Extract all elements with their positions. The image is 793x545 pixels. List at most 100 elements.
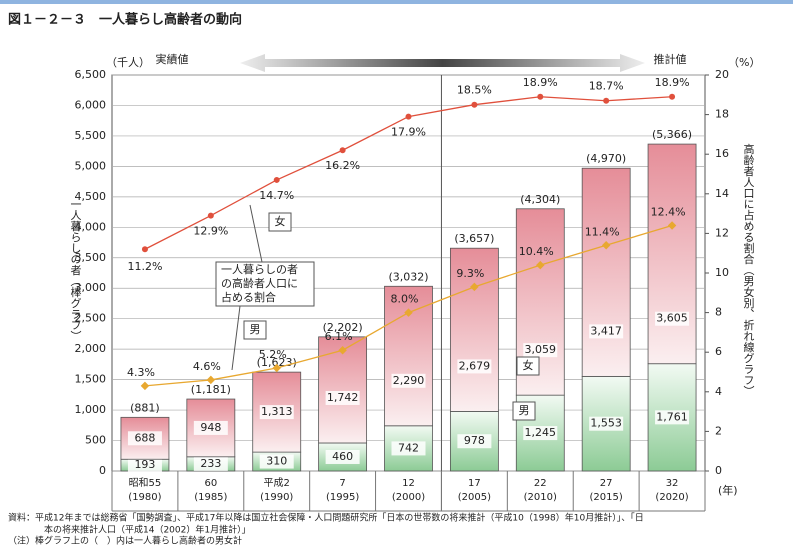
value-label-bg (127, 458, 162, 473)
value-label-bg (391, 441, 426, 456)
callout-text: 占める割合 (221, 290, 276, 304)
bar-value-label: 1,553 (590, 417, 622, 430)
bar-value-label: 3,059 (525, 343, 557, 356)
callout-text: 一人暮らしの者 (221, 262, 298, 276)
bar-value-label: 193 (134, 458, 155, 471)
line-legend: 女 (275, 214, 286, 228)
value-label-bg (589, 324, 624, 339)
line-point (404, 308, 413, 317)
total-label: (4,304) (520, 193, 560, 206)
value-label-bg (523, 426, 558, 441)
total-label: (3,032) (388, 270, 428, 283)
y2-tick-label: 0 (715, 464, 722, 477)
estimate-label: 推計値 (654, 52, 687, 66)
x-tick-label: 7 (339, 478, 345, 489)
callout-text: の高齢者人口に (221, 276, 298, 290)
bar-value-label: 460 (332, 450, 353, 463)
line-value-label: 16.2% (325, 159, 360, 172)
bar-legend-box (516, 356, 540, 376)
line-point (669, 93, 676, 100)
y-tick-label: 1,000 (75, 403, 107, 416)
line-point (603, 97, 610, 104)
x-tick-label: 12 (402, 478, 415, 489)
line-value-label: 4.6% (193, 360, 221, 373)
value-label-bg (259, 405, 294, 420)
bar-value-label: 3,605 (656, 312, 688, 325)
bar-legend: 男 (519, 404, 530, 417)
y2-tick-label: 4 (715, 385, 722, 398)
value-label-bg (193, 456, 228, 471)
x-tick-sublabel: (1980) (128, 492, 161, 503)
line-value-label: 11.2% (127, 260, 162, 273)
total-label: (3,657) (454, 232, 494, 245)
x-tick-label: 22 (534, 478, 547, 489)
y-tick-label: 0 (99, 464, 106, 477)
line-value-label: 10.4% (519, 245, 554, 258)
line-value-label: 18.9% (655, 76, 690, 89)
y2-tick-label: 2 (715, 424, 722, 437)
x-tick-label: 27 (600, 478, 613, 489)
total-label: (2,202) (323, 321, 363, 334)
note-text: （注）棒グラフ上の（ ）内は一人暮らし高齢者の男女計 (8, 535, 242, 545)
actual-label: 実績値 (156, 52, 189, 66)
period-arrow (240, 54, 645, 72)
line-point (206, 375, 216, 385)
line-point (338, 345, 347, 355)
total-label: (1,181) (191, 383, 231, 396)
value-label-bg (193, 420, 228, 435)
bar-value-label: 1,742 (327, 391, 359, 404)
x-tick-sublabel: (1985) (194, 492, 227, 503)
value-label-bg (325, 390, 360, 405)
bar-value-label: 233 (200, 457, 221, 470)
bar-value-label: 310 (266, 455, 287, 468)
bar-segment (647, 143, 697, 365)
line-value-label: 8.0% (391, 293, 419, 306)
x-tick-label: 32 (666, 478, 679, 489)
value-label-bg (457, 359, 492, 374)
callout-box (215, 261, 315, 307)
value-label-bg (127, 431, 162, 446)
y-unit: （千人） (106, 56, 150, 69)
callout-arrow (249, 204, 263, 263)
y-tick-label: 3,000 (75, 281, 107, 294)
y2-tick-label: 18 (715, 108, 729, 121)
line-point (272, 363, 281, 373)
line-value-label: 14.7% (259, 189, 294, 202)
x-tick-sublabel: (2005) (458, 492, 491, 503)
line-point (339, 147, 346, 154)
line-point (140, 381, 150, 391)
y-axis-label: 一人暮らしの者（棒グラフ） (69, 199, 82, 342)
line-value-label: 11.4% (585, 225, 620, 238)
total-label: (881) (130, 401, 160, 414)
value-label-bg (391, 373, 426, 388)
y-tick-label: 500 (85, 434, 106, 447)
value-label-bg (457, 434, 492, 449)
y2-tick-label: 16 (715, 147, 729, 160)
bar-segment (384, 285, 433, 427)
source-text: 本の将来推計人口（平成14（2002）年1月推計）」 (44, 524, 251, 536)
source-text: 資料：平成12年までは総務省「国勢調査」、平成17年以降は国立社会保障・人口問題… (8, 512, 644, 524)
line-point (273, 176, 280, 183)
line-legend-box (243, 320, 267, 340)
y-tick-label: 6,500 (75, 68, 107, 81)
bar-value-label: 688 (134, 431, 155, 444)
x-tick-label: 平成2 (264, 477, 290, 489)
x-tick-sublabel: (1995) (326, 492, 359, 503)
y-tick-label: 4,500 (75, 190, 107, 203)
line-point (537, 93, 544, 100)
y2-unit: （%） (728, 56, 760, 69)
y-tick-label: 1,500 (75, 373, 107, 386)
callout-arrow (231, 305, 241, 371)
x-tick-label: 17 (468, 478, 481, 489)
x-tick-label: 60 (204, 478, 217, 489)
x-tick-sublabel: (2020) (655, 492, 688, 503)
x-tick-sublabel: (2000) (392, 492, 425, 503)
bar-legend: 女 (523, 358, 534, 372)
line-legend: 男 (250, 323, 261, 336)
bar-segment (449, 247, 499, 412)
x-tick-sublabel: (2015) (590, 492, 623, 503)
line-value-label: 18.5% (457, 84, 492, 97)
y2-tick-label: 10 (715, 266, 729, 279)
y2-axis-label: 高齢者人口に占める割合（男女別、折れ線グラフ） (742, 142, 755, 396)
